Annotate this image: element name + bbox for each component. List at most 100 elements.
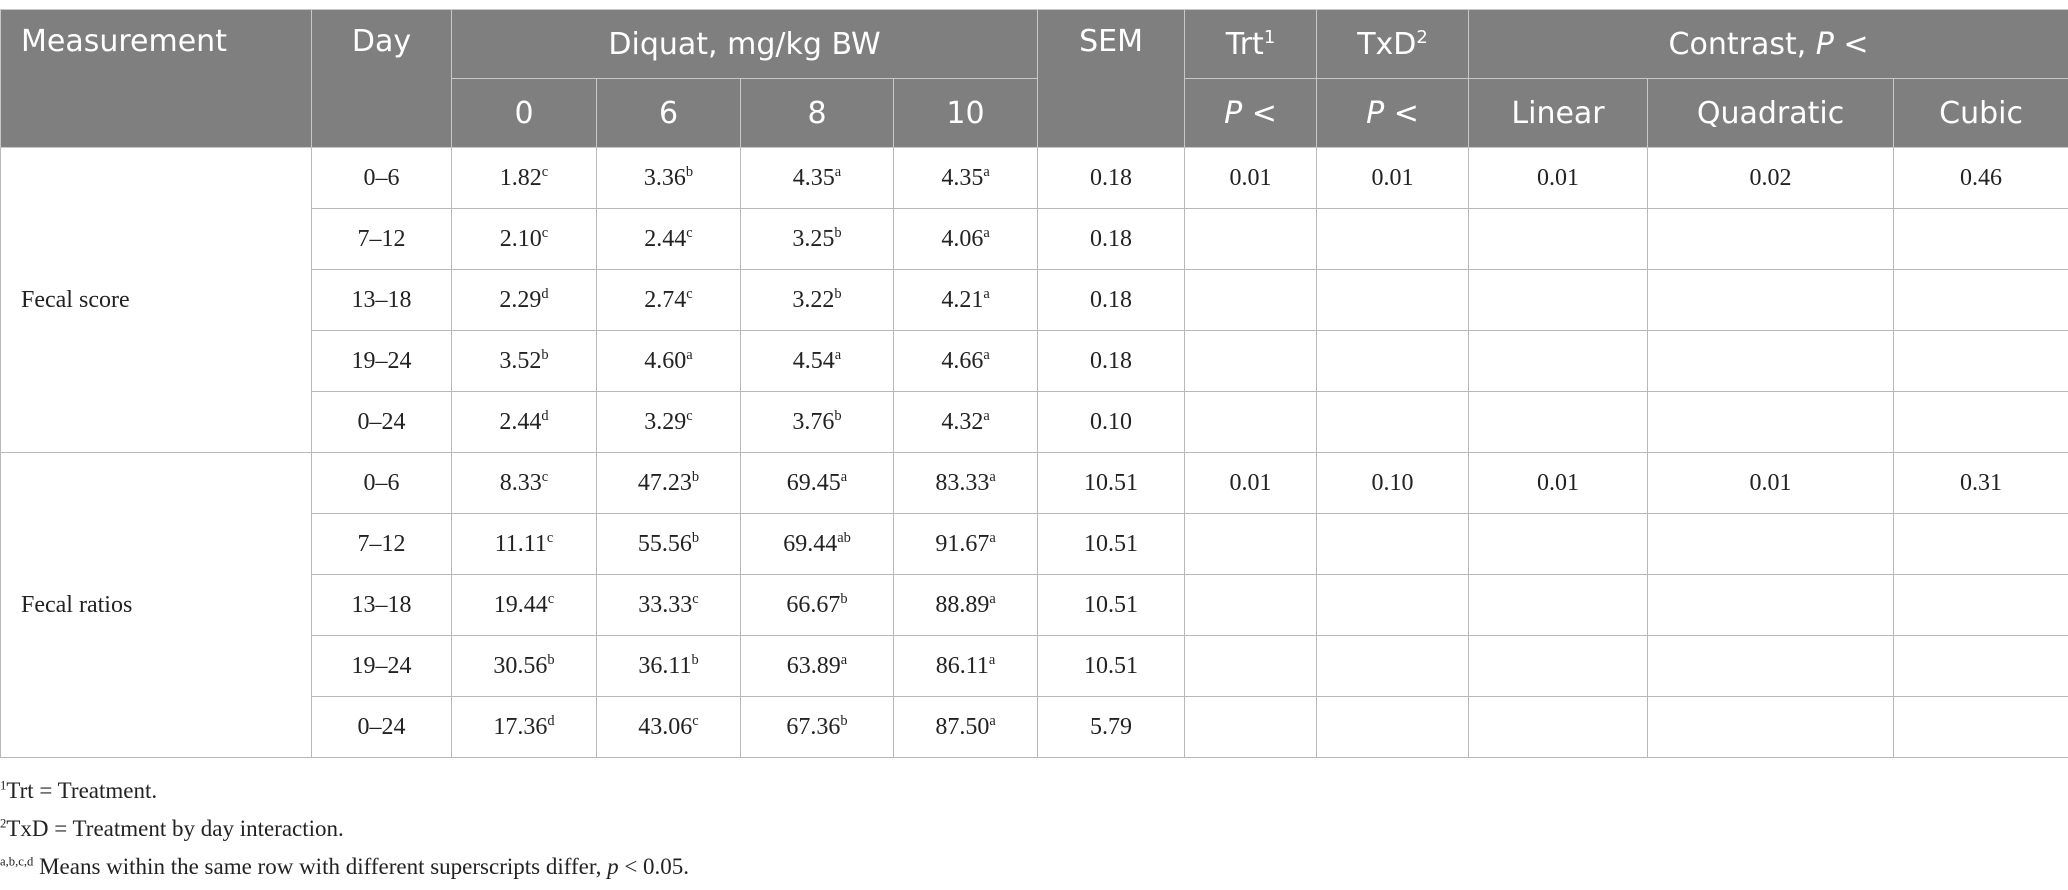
- sem-cell: 10.51: [1037, 574, 1186, 636]
- sem-cell: 10.51: [1037, 513, 1186, 575]
- mean-cell: 69.44ab: [740, 513, 894, 575]
- empty-cell: [1316, 330, 1470, 392]
- empty-cell: [1647, 574, 1895, 636]
- day-cell: 0–24: [311, 391, 452, 453]
- sem-cell: 0.18: [1037, 208, 1186, 270]
- sem-cell: 10.51: [1037, 635, 1186, 697]
- mean-cell: 91.67a: [892, 513, 1039, 575]
- mean-cell: 67.36b: [740, 696, 894, 758]
- empty-cell: [1468, 513, 1649, 575]
- mean-cell: 11.11c: [451, 513, 597, 575]
- empty-cell: [1316, 391, 1470, 453]
- header-cell: TxD2: [1316, 9, 1470, 79]
- mean-value: 43.06: [638, 713, 693, 740]
- table-row: Fecal ratios 0–6 8.33c 47.23b 69.45a 83.33a 10…: [0, 452, 2068, 758]
- mean-value: 2.29: [499, 286, 542, 313]
- header-cell: SEM: [1037, 9, 1186, 148]
- p-value-cell: 0.46: [1893, 147, 2068, 209]
- mean-value: 8.33: [499, 469, 542, 496]
- mean-cell: 4.60a: [596, 330, 741, 392]
- mean-value: 69.45: [786, 469, 841, 496]
- mean-superscript: ab: [837, 529, 851, 546]
- header-sup: 2: [1416, 26, 1428, 48]
- sem-cell: 5.79: [1037, 696, 1186, 758]
- mean-cell: 88.89a: [892, 574, 1039, 636]
- mean-superscript: c: [541, 163, 549, 180]
- footnote-italic: p: [607, 854, 619, 879]
- empty-cell: [1893, 574, 2068, 636]
- day-cell: 19–24: [311, 635, 452, 697]
- mean-cell: 1.82c: [451, 147, 597, 209]
- footnote-marker: a,b,c,d: [0, 854, 34, 869]
- empty-cell: [1468, 391, 1649, 453]
- mean-superscript: b: [691, 529, 700, 546]
- mean-value: 3.22: [792, 286, 835, 313]
- mean-cell: 2.10c: [451, 208, 597, 270]
- footnote-marker: 1: [0, 778, 7, 793]
- header-cell: Measurement: [0, 9, 312, 148]
- table-row: 19–24 3.52b 4.60a 4.54a 4.66a 0.18: [1, 330, 2068, 392]
- empty-cell: [1468, 635, 1649, 697]
- mean-value: 11.11: [494, 530, 547, 557]
- header-italic: P <: [1366, 95, 1419, 131]
- mean-superscript: a: [983, 407, 990, 424]
- header-cell: Day: [311, 9, 452, 148]
- data-table: Measurement Day Diquat, mg/kg BW SEM Trt…: [0, 9, 2068, 758]
- empty-cell: [1468, 269, 1649, 331]
- mean-cell: 87.50a: [892, 696, 1039, 758]
- p-value-cell: 0.01: [1316, 147, 1470, 209]
- mean-value: 47.23: [637, 469, 692, 496]
- mean-value: 67.36: [786, 713, 841, 740]
- header-cell: 0: [451, 78, 597, 148]
- table-row: 19–24 30.56b 36.11b 63.89a 86.11a 10.51: [1, 635, 2068, 697]
- mean-cell: 4.35a: [892, 147, 1039, 209]
- mean-superscript: c: [686, 285, 693, 302]
- mean-value: 2.44: [499, 408, 542, 435]
- mean-superscript: c: [546, 529, 554, 546]
- mean-superscript: a: [989, 529, 996, 546]
- empty-cell: [1893, 208, 2068, 270]
- mean-superscript: b: [685, 163, 694, 180]
- p-value-cell: 0.01: [1468, 147, 1649, 209]
- table-row: 13–18 2.29d 2.74c 3.22b 4.21a 0.18: [1, 269, 2068, 331]
- mean-superscript: c: [541, 224, 549, 241]
- mean-value: 1.82: [499, 164, 542, 191]
- mean-cell: 4.32a: [892, 391, 1039, 453]
- mean-cell: 83.33a: [892, 452, 1039, 514]
- empty-cell: [1647, 391, 1895, 453]
- mean-value: 30.56: [493, 652, 548, 679]
- footnote-text: Means within the same row with different…: [33, 854, 608, 879]
- empty-cell: [1893, 696, 2068, 758]
- mean-cell: 4.54a: [740, 330, 894, 392]
- footnote-text: < 0.05.: [618, 854, 690, 879]
- empty-cell: [1316, 513, 1470, 575]
- mean-value: 4.54: [792, 347, 835, 374]
- mean-superscript: d: [547, 712, 555, 729]
- header-cell: 10: [892, 78, 1039, 148]
- empty-cell: [1893, 391, 2068, 453]
- mean-superscript: a: [834, 346, 842, 363]
- mean-cell: 3.76b: [740, 391, 894, 453]
- footnote: 1Trt = Treatment.: [0, 772, 689, 810]
- mean-superscript: b: [541, 346, 549, 363]
- day-cell: 13–18: [311, 574, 452, 636]
- table-row: Fecal score 0–6 1.82c 3.36b 4.35a 4.35a 0.18 0.…: [0, 147, 2068, 453]
- mean-superscript: d: [541, 285, 549, 302]
- mean-superscript: a: [989, 590, 996, 607]
- p-value-cell: 0.01: [1184, 452, 1318, 514]
- mean-cell: 4.21a: [892, 269, 1039, 331]
- mean-value: 33.33: [638, 591, 693, 618]
- empty-cell: [1184, 635, 1318, 697]
- mean-cell: 4.66a: [892, 330, 1039, 392]
- mean-superscript: c: [686, 224, 693, 241]
- p-value-cell: 0.31: [1893, 452, 2068, 514]
- footnote-text: Trt = Treatment.: [6, 778, 158, 803]
- empty-cell: [1468, 208, 1649, 270]
- mean-value: 19.44: [493, 591, 548, 618]
- mean-value: 87.50: [935, 713, 990, 740]
- table-row: 7–12 11.11c 55.56b 69.44ab 91.67a 10.51: [1, 513, 2068, 575]
- day-cell: 13–18: [311, 269, 452, 331]
- mean-superscript: a: [989, 712, 996, 729]
- mean-value: 63.89: [786, 652, 841, 679]
- mean-superscript: b: [547, 651, 555, 668]
